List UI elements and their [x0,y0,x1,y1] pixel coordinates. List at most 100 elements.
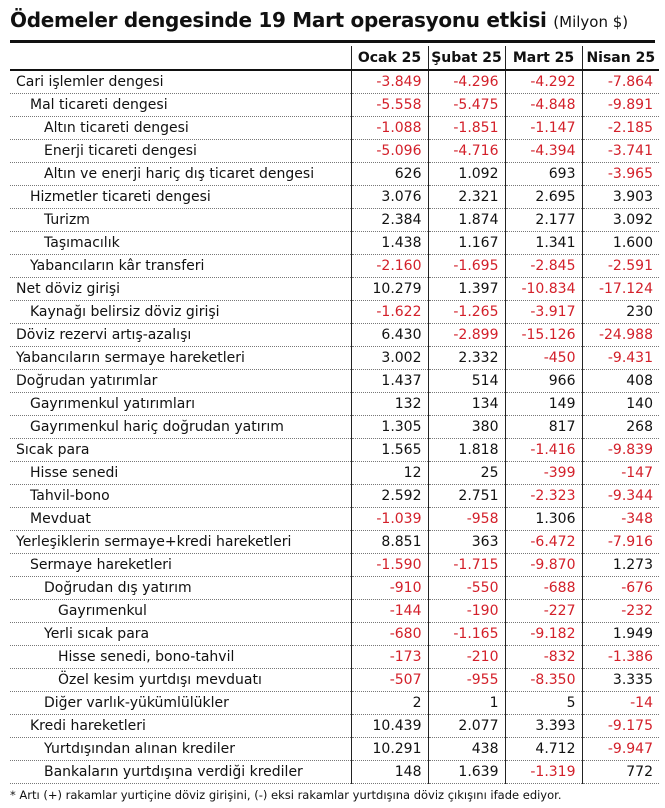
value-cell: 6.430 [350,323,428,347]
value-cell: -232 [581,599,659,623]
value-cell: -6.472 [504,530,582,554]
value-cell: 148 [350,760,428,784]
value-cell: -955 [427,668,505,692]
table-row: Yurtdışından alınan krediler 10.291 438 4.7… [10,737,659,761]
value-cell: 1.341 [504,231,582,255]
value-cell: -3.965 [581,162,659,186]
column-header: Şubat 25 [427,46,505,71]
value-cell: -2.845 [504,254,582,278]
value-cell: 149 [504,392,582,416]
value-cell: 10.279 [350,277,428,301]
value-cell: -2.899 [427,323,505,347]
table-row: Kaynağı belirsiz döviz girişi -1.622 -1.26… [10,300,659,324]
value-cell: -1.715 [427,553,505,577]
table-row: Cari işlemler dengesi -3.849 -4.296 -4.292-… [10,70,659,94]
value-cell: -688 [504,576,582,600]
row-label: Hizmetler ticareti dengesi [10,185,351,209]
title-rule [10,40,655,43]
value-cell: 1.438 [350,231,428,255]
row-label: Yabancıların kâr transferi [10,254,351,278]
table-row: Hisse senedi 12 25 -399 -147 [10,461,659,485]
value-cell: 2.592 [350,484,428,508]
value-cell: -147 [581,461,659,485]
header-label-cell [10,46,351,71]
row-label: Altın ve enerji hariç dış ticaret denges… [10,162,351,186]
table-row: Mevduat -1.039 -958 1.306 -348 [10,507,659,531]
value-cell: -210 [427,645,505,669]
value-cell: 1.305 [350,415,428,439]
table-row: Kredi hareketleri 10.439 2.077 3.393 -9.175 [10,714,659,738]
value-cell: -5.558 [350,93,428,117]
value-cell: 1.167 [427,231,505,255]
value-cell: -1.851 [427,116,505,140]
row-label: Altın ticareti dengesi [10,116,351,140]
value-cell: 514 [427,369,505,393]
value-cell: 1 [427,691,505,715]
value-cell: -958 [427,507,505,531]
value-cell: -1.416 [504,438,582,462]
value-cell: -1.622 [350,300,428,324]
table-row: Doğrudan yatırımlar 1.437 514 966 408 [10,369,659,393]
row-label: Doğrudan dış yatırım [10,576,351,600]
table-row: Bankaların yurtdışına verdiği krediler 14… [10,760,659,784]
table-row: Yabancıların sermaye hareketleri 3.002 2.3… [10,346,659,370]
table-row: Enerji ticareti dengesi -5.096 -4.716 -4.39… [10,139,659,163]
value-cell: 1.092 [427,162,505,186]
value-cell: -2.323 [504,484,582,508]
value-cell: -1.147 [504,116,582,140]
value-cell: 2.177 [504,208,582,232]
value-cell: 2.077 [427,714,505,738]
table-row: Özel kesim yurtdışı mevduatı -507 -955 -8.3… [10,668,659,692]
value-cell: -7.916 [581,530,659,554]
value-cell: 5 [504,691,582,715]
value-cell: 10.439 [350,714,428,738]
table-row: Diğer varlık-yükümlülükler 2 1 5 -14 [10,691,659,715]
value-cell: -5.096 [350,139,428,163]
value-cell: -3.741 [581,139,659,163]
value-cell: 12 [350,461,428,485]
value-cell: 25 [427,461,505,485]
row-label: Taşımacılık [10,231,351,255]
row-label: Bankaların yurtdışına verdiği krediler [10,760,351,784]
table-row: Sermaye hareketleri -1.590 -1.715 -9.870 1.2… [10,553,659,577]
value-cell: -173 [350,645,428,669]
value-cell: -9.175 [581,714,659,738]
row-label: Döviz rezervi artış-azalışı [10,323,351,347]
table-row: Yabancıların kâr transferi -2.160 -1.695 -2… [10,254,659,278]
table-row: Net döviz girişi 10.279 1.397 -10.834 -17.12… [10,277,659,301]
value-cell: -550 [427,576,505,600]
value-cell: 3.002 [350,346,428,370]
value-cell: 3.092 [581,208,659,232]
unit-label: (Milyon $) [553,13,629,31]
row-label: Hisse senedi [10,461,351,485]
value-cell: 2.384 [350,208,428,232]
value-cell: -450 [504,346,582,370]
row-label: Yerli sıcak para [10,622,351,646]
value-cell: -24.988 [581,323,659,347]
value-cell: 1.306 [504,507,582,531]
value-cell: 10.291 [350,737,428,761]
value-cell: -9.182 [504,622,582,646]
column-header: Nisan 25 [581,46,659,71]
value-cell: 3.393 [504,714,582,738]
row-label: Tahvil-bono [10,484,351,508]
value-cell: -1.695 [427,254,505,278]
value-cell: -1.165 [427,622,505,646]
value-cell: -910 [350,576,428,600]
value-cell: 1.639 [427,760,505,784]
value-cell: -399 [504,461,582,485]
value-cell: -144 [350,599,428,623]
value-cell: -17.124 [581,277,659,301]
row-label: Yabancıların sermaye hareketleri [10,346,351,370]
value-cell: 2.332 [427,346,505,370]
row-label: Doğrudan yatırımlar [10,369,351,393]
value-cell: -4.296 [427,70,505,94]
value-cell: 363 [427,530,505,554]
value-cell: -1.265 [427,300,505,324]
value-cell: -1.590 [350,553,428,577]
value-cell: 2.751 [427,484,505,508]
value-cell: 1.565 [350,438,428,462]
value-cell: -680 [350,622,428,646]
table-row: Gayrımenkul yatırımları 132 134 149 140 [10,392,659,416]
value-cell: 693 [504,162,582,186]
